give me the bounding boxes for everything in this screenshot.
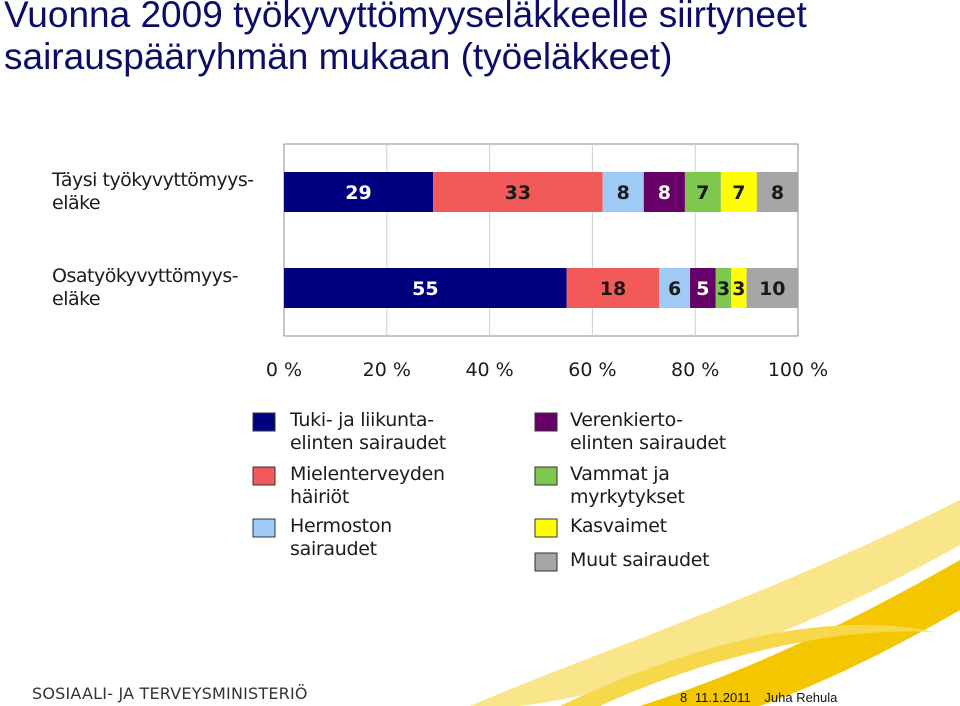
bar-data-label: 33 (505, 182, 531, 204)
bar-segment (720, 172, 757, 212)
bar-segment (284, 268, 567, 308)
bar-data-label: 8 (658, 182, 671, 204)
legend-label: Mielenterveyden häiriöt (290, 463, 445, 508)
bar-data-label: 29 (345, 182, 371, 204)
bar-data-label: 8 (771, 182, 784, 204)
legend-swatch (252, 466, 276, 486)
x-tick-label: 60 % (568, 359, 616, 381)
legend-label: Vammat ja myrkytykset (570, 463, 685, 508)
slide-title-line-2: sairauspääryhmän mukaan (työeläkkeet) (4, 36, 673, 77)
bar-data-label: 8 (617, 182, 630, 204)
bar-data-label: 7 (732, 182, 745, 204)
bar-data-label: 3 (717, 278, 730, 300)
bar-segment (284, 172, 434, 212)
bar-segment (566, 268, 660, 308)
slide-title: Vuonna 2009 työkyvyttömyyseläkkeelle sii… (4, 0, 807, 78)
legend-label: Hermoston sairaudet (290, 515, 392, 560)
bar-segment (643, 172, 685, 212)
bar-data-label: 5 (696, 278, 709, 300)
legend-swatch (534, 552, 558, 572)
footer-meta: 8 11.1.2011 Juha Rehula (680, 690, 837, 705)
legend-swatch (252, 518, 276, 538)
x-axis-tick-labels: 0 % 20 % 40 % 60 % 80 % 100 % (266, 359, 828, 381)
x-tick-label: 20 % (363, 359, 411, 381)
bar-segment (684, 172, 721, 212)
legend-swatch (534, 518, 558, 538)
x-tick-label: 80 % (671, 359, 719, 381)
x-tick-label: 0 % (266, 359, 302, 381)
x-tick-label: 40 % (465, 359, 513, 381)
bar-segment (756, 172, 798, 212)
swoosh-thin-band (560, 624, 935, 706)
bar-data-labels: 29 33 8 8 7 7 855 18 6 5 3 3 10 (345, 182, 785, 300)
legend-label: Muut sairaudet (570, 549, 709, 571)
category-label: Osatyökyvyttömyys-eläke (52, 265, 238, 310)
legend-swatch (534, 412, 558, 432)
bar-segment (433, 172, 603, 212)
footer-author: Juha Rehula (764, 690, 838, 705)
category-labels: Täysi työkyvyttömyys-eläke Osatyökyvyttöm… (51, 169, 254, 310)
bar-segment (746, 268, 798, 308)
swoosh-main-band (640, 560, 960, 706)
ministry-logo-text: SOSIAALI- JA TERVEYSMINISTERIÖ (32, 684, 308, 703)
bar-segment (602, 172, 644, 212)
bars (284, 172, 798, 308)
bar-segment (690, 268, 716, 308)
bar-data-label: 55 (412, 278, 438, 300)
bar-segment (659, 268, 691, 308)
legend-label: Verenkierto-elinten sairaudet (570, 409, 726, 454)
bar-data-label: 18 (600, 278, 626, 300)
legend-label: Kasvaimet (570, 515, 667, 537)
bar-segment (731, 268, 747, 308)
bar-data-label: 10 (759, 278, 785, 300)
x-tick-label: 100 % (768, 359, 828, 381)
category-label: Täysi työkyvyttömyys-eläke (51, 169, 254, 214)
bar-segment (715, 268, 732, 308)
bar-data-label: 6 (668, 278, 681, 300)
page-number: 8 (680, 690, 688, 705)
legend: Tuki- ja liikunta-elinten sairaudet Miele… (252, 409, 726, 572)
bar-data-label: 3 (732, 278, 745, 300)
legend-swatch (534, 466, 558, 486)
footer-date: 11.1.2011 (694, 690, 751, 705)
bar-data-label: 7 (696, 182, 709, 204)
legend-label: Tuki- ja liikunta-elinten sairaudet (289, 409, 446, 454)
legend-swatch (252, 412, 276, 432)
slide-title-line-1: Vuonna 2009 työkyvyttömyyseläkkeelle sii… (4, 0, 807, 35)
